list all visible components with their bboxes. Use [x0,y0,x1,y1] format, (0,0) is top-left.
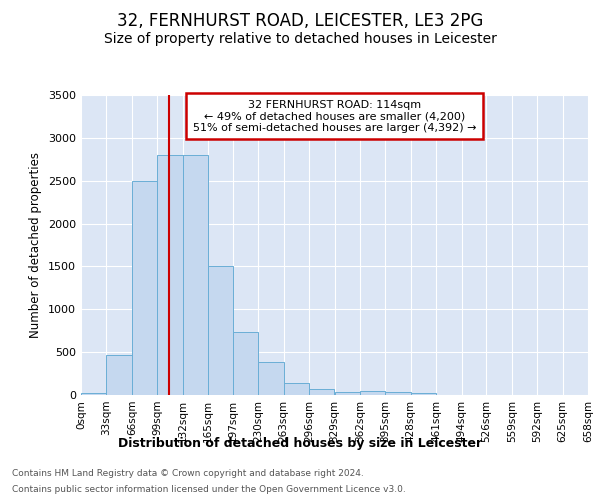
Bar [106,354,132,395]
Text: Distribution of detached houses by size in Leicester: Distribution of detached houses by size … [118,438,482,450]
Bar [335,392,360,395]
Bar [411,394,436,395]
Y-axis label: Number of detached properties: Number of detached properties [29,152,43,338]
Bar [183,155,208,395]
Bar [132,180,157,395]
Bar [360,391,385,395]
Bar [233,332,258,395]
Text: 32, FERNHURST ROAD, LEICESTER, LE3 2PG: 32, FERNHURST ROAD, LEICESTER, LE3 2PG [117,12,483,30]
Bar [385,392,411,395]
Text: Size of property relative to detached houses in Leicester: Size of property relative to detached ho… [104,32,496,46]
Bar [258,362,284,395]
Text: Contains HM Land Registry data © Crown copyright and database right 2024.: Contains HM Land Registry data © Crown c… [12,468,364,477]
Text: 32 FERNHURST ROAD: 114sqm
← 49% of detached houses are smaller (4,200)
51% of se: 32 FERNHURST ROAD: 114sqm ← 49% of detac… [193,100,476,132]
Bar [309,388,335,395]
Text: Contains public sector information licensed under the Open Government Licence v3: Contains public sector information licen… [12,485,406,494]
Bar [284,383,309,395]
Bar [157,155,183,395]
Bar [81,394,106,395]
Bar [208,266,233,395]
